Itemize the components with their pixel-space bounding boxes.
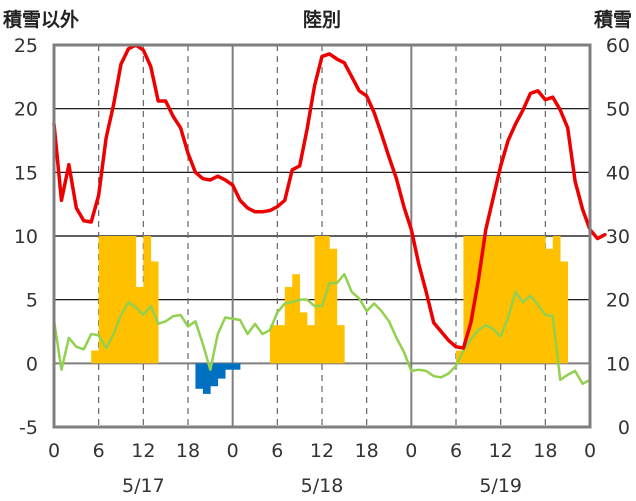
yellow-bar bbox=[515, 236, 524, 364]
x-tick-label: 6 bbox=[93, 440, 105, 462]
yellow-bar bbox=[277, 325, 286, 364]
plot-border bbox=[52, 43, 592, 429]
yellow-bar bbox=[478, 236, 487, 364]
date-label: 5/18 bbox=[301, 475, 344, 497]
right-tick-label: 20 bbox=[606, 290, 630, 312]
yellow-bar bbox=[135, 286, 144, 364]
yellow-bar bbox=[545, 248, 554, 364]
right-axis-title: 積雪 bbox=[594, 8, 632, 31]
x-tick-label: 18 bbox=[176, 440, 200, 462]
yellow-bar bbox=[143, 236, 152, 364]
yellow-bar bbox=[463, 236, 472, 364]
yellow-bar bbox=[106, 236, 114, 364]
date-label: 5/17 bbox=[122, 475, 165, 497]
x-tick-label: 0 bbox=[405, 440, 417, 462]
chart-title: 陸別 bbox=[303, 8, 341, 31]
yellow-bar bbox=[307, 325, 315, 364]
yellow-bar bbox=[98, 236, 107, 364]
yellow-bar bbox=[121, 236, 129, 364]
date-label: 5/19 bbox=[479, 475, 522, 497]
blue-bar bbox=[225, 363, 233, 370]
left-tick-label: 5 bbox=[26, 290, 38, 312]
line-series bbox=[52, 43, 607, 385]
yellow-bar bbox=[292, 274, 300, 364]
x-tick-label: 6 bbox=[450, 440, 462, 462]
x-tick-label: 0 bbox=[227, 440, 239, 462]
temperature-line bbox=[52, 43, 607, 350]
yellow-bar bbox=[329, 248, 338, 364]
x-tick-label: 6 bbox=[271, 440, 283, 462]
yellow-bar bbox=[336, 325, 345, 364]
blue-bar bbox=[195, 363, 204, 389]
left-tick-label: 20 bbox=[14, 99, 38, 121]
yellow-bar bbox=[128, 236, 137, 364]
yellow-bar bbox=[269, 325, 278, 364]
yellow-bar bbox=[485, 236, 494, 364]
left-tick-label: 15 bbox=[14, 162, 38, 184]
yellow-bar bbox=[314, 236, 323, 364]
yellow-bar bbox=[91, 350, 99, 364]
yellow-bar bbox=[560, 261, 568, 364]
x-tick-label: 18 bbox=[355, 440, 379, 462]
right-tick-label: 60 bbox=[606, 35, 630, 57]
blue-bar bbox=[202, 363, 211, 394]
right-tick-label: 30 bbox=[606, 226, 630, 248]
x-tick-label: 18 bbox=[533, 440, 557, 462]
yellow-bar bbox=[500, 236, 509, 364]
left-tick-label: 25 bbox=[14, 35, 38, 57]
x-tick-label: 12 bbox=[489, 440, 513, 462]
yellow-bar bbox=[508, 236, 516, 364]
yellow-bar bbox=[322, 236, 330, 364]
green-line bbox=[52, 272, 592, 385]
blue-bar bbox=[210, 363, 219, 387]
blue-bar bbox=[217, 363, 226, 379]
tick-labels: -5 0 5 10 15 20 25 0 10 20 30 40 50 60 0 6 12 18 0 6 12 18 0 6 1… bbox=[14, 35, 630, 497]
x-tick-label: 0 bbox=[48, 440, 60, 462]
blue-bar bbox=[232, 363, 241, 370]
left-tick-label: -5 bbox=[19, 417, 38, 439]
right-tick-label: 40 bbox=[606, 162, 630, 184]
yellow-bar bbox=[552, 236, 561, 364]
yellow-bar bbox=[299, 312, 308, 364]
x-tick-label: 12 bbox=[131, 440, 155, 462]
yellow-bar bbox=[113, 236, 122, 364]
right-tick-label: 50 bbox=[606, 99, 630, 121]
yellow-bar bbox=[493, 236, 501, 364]
yellow-bar bbox=[284, 286, 293, 364]
x-tick-label: 12 bbox=[310, 440, 334, 462]
left-axis-title: 積雪以外 bbox=[3, 8, 79, 31]
left-tick-label: 10 bbox=[14, 226, 38, 248]
bar-series bbox=[91, 236, 568, 394]
right-tick-label: 10 bbox=[606, 353, 630, 375]
yellow-bar bbox=[537, 236, 546, 364]
x-tick-label: 0 bbox=[584, 440, 596, 462]
right-tick-label: 0 bbox=[618, 417, 630, 439]
plot-frame bbox=[52, 43, 592, 429]
left-tick-label: 0 bbox=[26, 353, 38, 375]
